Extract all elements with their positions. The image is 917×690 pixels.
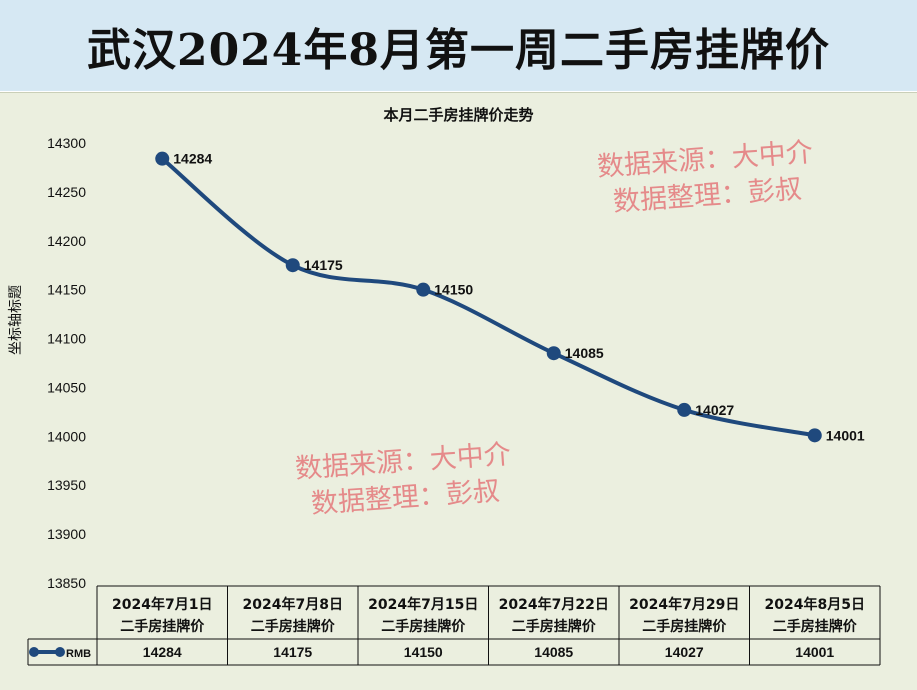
series-line-rmb — [160, 156, 817, 438]
data-label: 14284 — [173, 151, 212, 167]
y-tick-label: 14050 — [47, 379, 86, 395]
data-point — [155, 151, 170, 166]
data-table-value: 14284 — [143, 644, 182, 660]
category-label: 2024年8月5日 — [765, 596, 865, 613]
data-table-value: 14001 — [795, 644, 834, 660]
data-label: 14027 — [695, 402, 734, 418]
y-tick-label: 13950 — [47, 477, 86, 493]
legend-marker — [29, 647, 39, 657]
category-label: 2024年7月22日 — [499, 596, 609, 613]
chart-area: 14300 14250 14200 14150 14100 14050 14000 13950… — [0, 92, 917, 690]
y-tick-label: 14100 — [47, 331, 86, 347]
watermark-top: 数据来源：大中介 数据整理：彭叔 — [596, 135, 816, 222]
legend-marker — [55, 647, 65, 657]
y-tick-label: 14300 — [47, 135, 86, 151]
page-title: 武汉2024年8月第一周二手房挂牌价 — [86, 24, 831, 76]
category-label: 2024年7月1日 — [112, 596, 212, 613]
category-label: 二手房挂牌价 — [642, 618, 727, 635]
category-label: 二手房挂牌价 — [512, 618, 597, 635]
chart-svg: 14300 14250 14200 14150 14100 14050 14000 13950… — [27, 135, 881, 666]
data-table-value: 14175 — [273, 644, 312, 660]
banner: 武汉2024年8月第一周二手房挂牌价 — [0, 0, 917, 91]
category-label: 二手房挂牌价 — [381, 618, 466, 635]
y-tick-label: 14150 — [47, 282, 86, 298]
data-point — [807, 428, 822, 443]
data-point — [677, 402, 692, 417]
data-table-value: 14150 — [404, 644, 443, 660]
category-label: 二手房挂牌价 — [251, 618, 336, 635]
y-tick-label: 14250 — [47, 184, 86, 200]
y-tick-label: 14000 — [47, 428, 86, 444]
watermark-bottom: 数据来源：大中介 数据整理：彭叔 — [294, 437, 514, 524]
data-label: 14001 — [826, 427, 865, 443]
category-label: 二手房挂牌价 — [120, 618, 205, 635]
y-tick-label: 13850 — [47, 575, 86, 591]
category-label: 二手房挂牌价 — [773, 618, 858, 635]
data-point — [546, 346, 561, 361]
data-point — [416, 282, 431, 297]
legend-label: RMB — [66, 648, 91, 660]
category-label: 2024年7月15日 — [368, 596, 478, 613]
data-label: 14175 — [304, 257, 343, 273]
y-axis-title: 坐标轴标题 — [8, 285, 24, 355]
y-tick-label: 14200 — [47, 233, 86, 249]
category-label: 2024年7月8日 — [243, 596, 343, 613]
category-label: 2024年7月29日 — [629, 596, 739, 613]
data-table-value: 14085 — [534, 644, 573, 660]
data-label: 14150 — [434, 282, 473, 298]
y-tick-label: 13900 — [47, 526, 86, 542]
data-label: 14085 — [565, 345, 604, 361]
data-point — [285, 258, 300, 273]
data-table-value: 14027 — [665, 644, 704, 660]
chart-title: 本月二手房挂牌价走势 — [383, 106, 534, 124]
